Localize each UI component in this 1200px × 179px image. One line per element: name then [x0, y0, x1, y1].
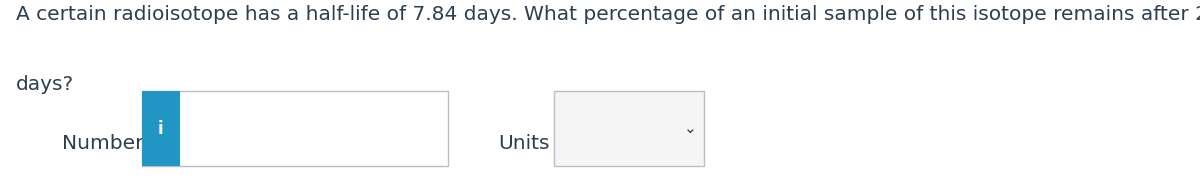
FancyBboxPatch shape	[142, 91, 180, 166]
FancyBboxPatch shape	[554, 91, 704, 166]
Text: i: i	[158, 120, 163, 138]
Text: Units: Units	[498, 134, 550, 153]
Text: Number: Number	[62, 134, 144, 153]
Text: A certain radioisotope has a half-life of 7.84 days. What percentage of an initi: A certain radioisotope has a half-life o…	[16, 5, 1200, 24]
FancyBboxPatch shape	[142, 91, 448, 166]
Text: days?: days?	[16, 75, 73, 94]
Text: ⌄: ⌄	[684, 121, 696, 136]
